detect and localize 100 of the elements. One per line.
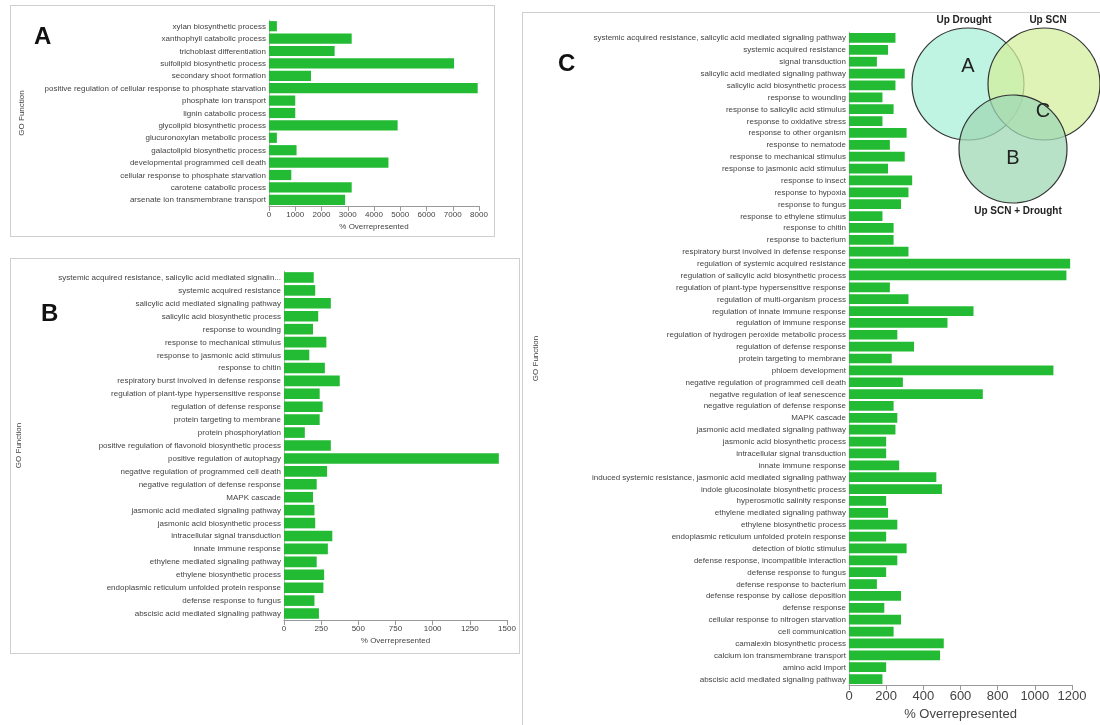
bar (849, 187, 909, 198)
bar (849, 329, 898, 340)
bar (849, 674, 883, 684)
x-tick-label: 3000 (338, 209, 358, 219)
y-tick-label: systemic acquired resistance, salicylic acid mediated signalin... (58, 272, 281, 282)
annotation: C (1035, 99, 1051, 121)
bar (849, 139, 890, 150)
annotation: A (961, 54, 976, 76)
bar (284, 362, 325, 374)
y-tick-label: protein targeting to membrane (173, 415, 282, 425)
bar (849, 56, 877, 67)
bar (284, 530, 333, 542)
y-tick-label: response to other organism (748, 128, 847, 138)
bar (849, 401, 894, 411)
y-tick-label: intracellular signal transduction (171, 531, 281, 541)
bar (849, 44, 889, 55)
bar (849, 662, 887, 673)
x-axis-title: % Overrepresented (904, 705, 1017, 721)
bar (269, 95, 296, 106)
bar (284, 401, 323, 413)
y-tick-label: response to hypoxia (774, 187, 847, 197)
y-axis-title: GO Function (530, 335, 540, 382)
y-tick-label: innate immune response (758, 460, 847, 470)
y-tick-label: sulfolipid biosynthetic process (160, 58, 266, 68)
bar (284, 414, 320, 425)
x-tick-label: 250 (314, 623, 329, 633)
bar (849, 472, 937, 483)
x-tick-label: 4000 (365, 209, 384, 219)
bar (849, 223, 894, 233)
y-tick-label: camalexin biosynthetic process (735, 638, 846, 648)
y-tick-label: lignin catabolic process (183, 108, 266, 118)
bar (284, 556, 317, 568)
x-tick-label: 0 (281, 623, 287, 633)
x-tick-label: 750 (388, 623, 403, 633)
bar (849, 543, 907, 554)
y-tick-label: salicylic acid mediated signaling pathway (135, 298, 281, 308)
bar (269, 120, 398, 131)
bar (849, 294, 909, 304)
x-tick-label: 1000 (423, 623, 443, 633)
y-tick-label: MAPK cascade (226, 492, 282, 502)
bar (284, 323, 313, 335)
annotation: Up SCN + Drought (974, 205, 1063, 216)
bar (284, 543, 328, 555)
y-tick-label: positive regulation of cellular response to phosphate starvation (44, 83, 266, 93)
y-tick-label: regulation of hydrogen peroxide metabolic process (666, 330, 846, 340)
y-tick-label: response to jasmonic acid stimulus (156, 350, 281, 360)
y-tick-label: protein targeting to membrane (738, 354, 847, 363)
y-tick-label: cellular response to phosphate starvation (120, 170, 266, 180)
y-tick-label: defense response by callose deposition (705, 591, 846, 601)
y-tick-label: detection of biotic stimulus (752, 543, 846, 553)
bar (284, 336, 327, 348)
y-tick-label: positive regulation of autophagy (168, 453, 281, 463)
y-tick-label: defense response to fungus (747, 567, 846, 577)
text: Up SCN (1029, 14, 1067, 25)
y-tick-label: abscisic acid mediated signaling pathway (699, 674, 846, 684)
bar (284, 388, 320, 400)
x-tick-label: 400 (912, 688, 935, 703)
x-tick-label: 1500 (498, 623, 517, 633)
y-tick-label: regulation of systemic acquired resistance (697, 259, 847, 269)
y-tick-label: regulation of immune response (736, 318, 847, 328)
x-tick-label: 1250 (460, 623, 480, 633)
y-tick-label: negative regulation of defense response (703, 401, 847, 411)
y-tick-label: response to bacterium (766, 235, 847, 245)
bar (849, 424, 896, 435)
y-tick-label: systemic acquired resistance (743, 45, 847, 55)
y-tick-label: trichoblast differentiation (179, 46, 266, 56)
y-tick-label: hyperosmotic salinity response (736, 496, 847, 506)
y-tick-label: ethylene biosynthetic process (741, 520, 846, 530)
bar (849, 496, 887, 506)
bar (849, 92, 883, 103)
bar (269, 21, 277, 32)
bar (849, 531, 887, 542)
y-tick-label: salicylic acid biosynthetic process (161, 311, 281, 321)
x-tick-label: 2000 (312, 209, 331, 219)
y-tick-label: innate immune response (193, 544, 282, 554)
y-tick-label: jasmonic acid mediated signaling pathway (695, 425, 846, 435)
y-tick-label: jasmonic acid mediated signaling pathway (130, 505, 281, 515)
y-axis-title: GO Function (16, 90, 26, 136)
y-tick-label: systemic acquired resistance (178, 285, 282, 295)
y-tick-label: response to mechanical stimulus (729, 152, 846, 162)
y-tick-label: response to wounding (767, 92, 846, 102)
bar (284, 504, 315, 516)
bar (849, 80, 896, 91)
y-tick-label: response to oxidative stress (746, 116, 846, 126)
y-tick-label: xanthophyll catabolic process (161, 34, 266, 44)
x-tick-label: 0 (266, 209, 272, 219)
y-tick-label: regulation of salicylic acid biosynthetic process (680, 270, 846, 280)
y-tick-label: jasmonic acid biosynthetic process (156, 518, 281, 528)
y-tick-label: ethylene mediated signaling pathway (714, 508, 846, 518)
bar (284, 375, 340, 387)
x-tick-label: 1200 (1057, 688, 1087, 703)
y-tick-label: carotene catabolic process (170, 182, 266, 192)
bar (849, 460, 900, 471)
bar (284, 608, 319, 619)
bar (269, 58, 455, 69)
y-tick-label: response to nematode (766, 140, 847, 150)
x-axis-title: % Overrepresented (360, 636, 431, 646)
y-tick-label: defense response, incompatible interaction (693, 555, 846, 565)
y-tick-label: defense response to bacterium (736, 579, 847, 589)
y-tick-label: glucuronoxylan metabolic process (145, 133, 266, 143)
